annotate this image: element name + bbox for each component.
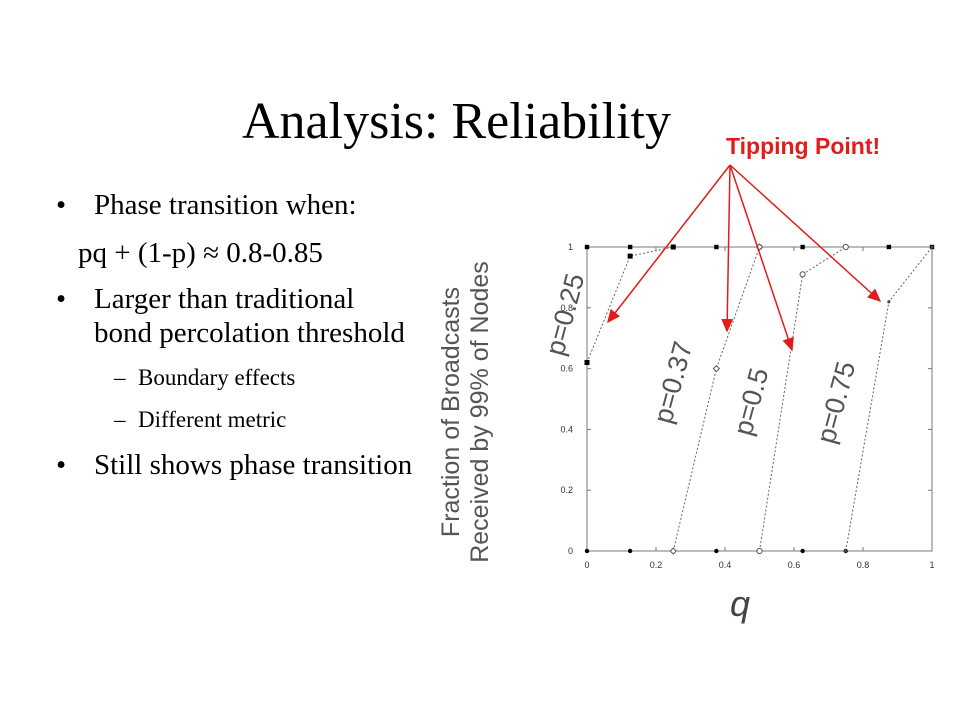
- top-marker: [800, 244, 805, 250]
- series-line-p=0.75: [845, 246, 933, 552]
- y-tick-label: 0.2: [560, 485, 573, 495]
- sub-bullet-text: Boundary effects: [138, 365, 296, 390]
- baseline-marker: [627, 548, 633, 554]
- x-tick-label: 0: [584, 560, 589, 570]
- bullet-phase-transition: • Phase transition when:: [56, 188, 416, 222]
- top-marker: [714, 244, 719, 250]
- x-tick-label: 0.8: [857, 560, 870, 570]
- tipping-arrow: [721, 164, 734, 333]
- tipping-arrow: [729, 164, 882, 303]
- y-tick-label: 0.8: [560, 303, 573, 313]
- bullet-text: Larger than traditional bond percolation…: [94, 283, 405, 349]
- sub-bullet-different-metric: – Different metric: [56, 406, 416, 434]
- tipping-arrow: [607, 164, 731, 324]
- baseline-marker: [714, 548, 719, 554]
- x-tick-label: 0.4: [719, 560, 732, 570]
- series-label-p=0.5: p=0.5: [728, 365, 775, 439]
- data-point: [627, 253, 633, 259]
- x-tick-label: 0.2: [650, 560, 663, 570]
- bullet-dot-icon: •: [56, 449, 67, 481]
- formula: pq + (1-p) ≈ 0.8-0.85: [78, 237, 323, 269]
- sub-bullet-text: Different metric: [138, 407, 287, 432]
- data-point: [887, 300, 891, 304]
- bullet-list: • Phase transition when: pq + (1-p) ≈ 0.…: [56, 188, 416, 482]
- series-line-p=0.25: [586, 246, 674, 363]
- top-marker: [627, 244, 633, 250]
- series-label-p=0.75: p=0.75: [811, 358, 862, 446]
- x-tick-label: 0.6: [788, 560, 801, 570]
- y-tick-label: 0.4: [560, 424, 573, 434]
- top-marker: [584, 244, 590, 250]
- data-point: [930, 245, 934, 249]
- data-point: [756, 547, 763, 555]
- chart-x-axis-label: q: [730, 583, 751, 624]
- data-point: [712, 364, 721, 373]
- data-point: [842, 243, 849, 251]
- bullet-text: Phase transition when:: [94, 189, 357, 221]
- dash-icon: –: [114, 365, 126, 390]
- bullet-still-shows: • Still shows phase transition: [56, 448, 416, 482]
- data-point: [844, 549, 848, 553]
- bullet-dot-icon: •: [56, 189, 67, 221]
- y-tick-label: 0.6: [560, 364, 573, 374]
- tipping-arrow: [729, 164, 794, 352]
- baseline-marker: [800, 548, 805, 554]
- y-tick-label: 0: [568, 546, 573, 556]
- bullet-larger-than: • Larger than traditional bond percolati…: [56, 282, 416, 350]
- sub-bullet-boundary-effects: – Boundary effects: [56, 364, 416, 392]
- data-point: [669, 547, 677, 555]
- bullet-text: Still shows phase transition: [94, 449, 413, 481]
- top-marker: [886, 244, 892, 250]
- series-label-p=0.37: p=0.37: [648, 338, 699, 426]
- series-line-p=0.5: [759, 246, 847, 552]
- slide-title: Analysis: Reliability: [242, 93, 671, 150]
- bullet-dot-icon: •: [56, 283, 67, 315]
- dash-icon: –: [114, 407, 126, 432]
- data-point: [584, 360, 590, 366]
- x-tick-label: 1: [929, 560, 934, 570]
- series-line-p=0.37: [672, 246, 760, 552]
- tipping-point-callout: Tipping Point!: [726, 133, 881, 159]
- baseline-marker: [584, 548, 590, 554]
- data-point: [799, 271, 806, 278]
- y-tick-label: 1: [568, 242, 573, 252]
- series-label-p=0.25: p=0.25: [540, 270, 591, 358]
- data-point: [670, 244, 676, 250]
